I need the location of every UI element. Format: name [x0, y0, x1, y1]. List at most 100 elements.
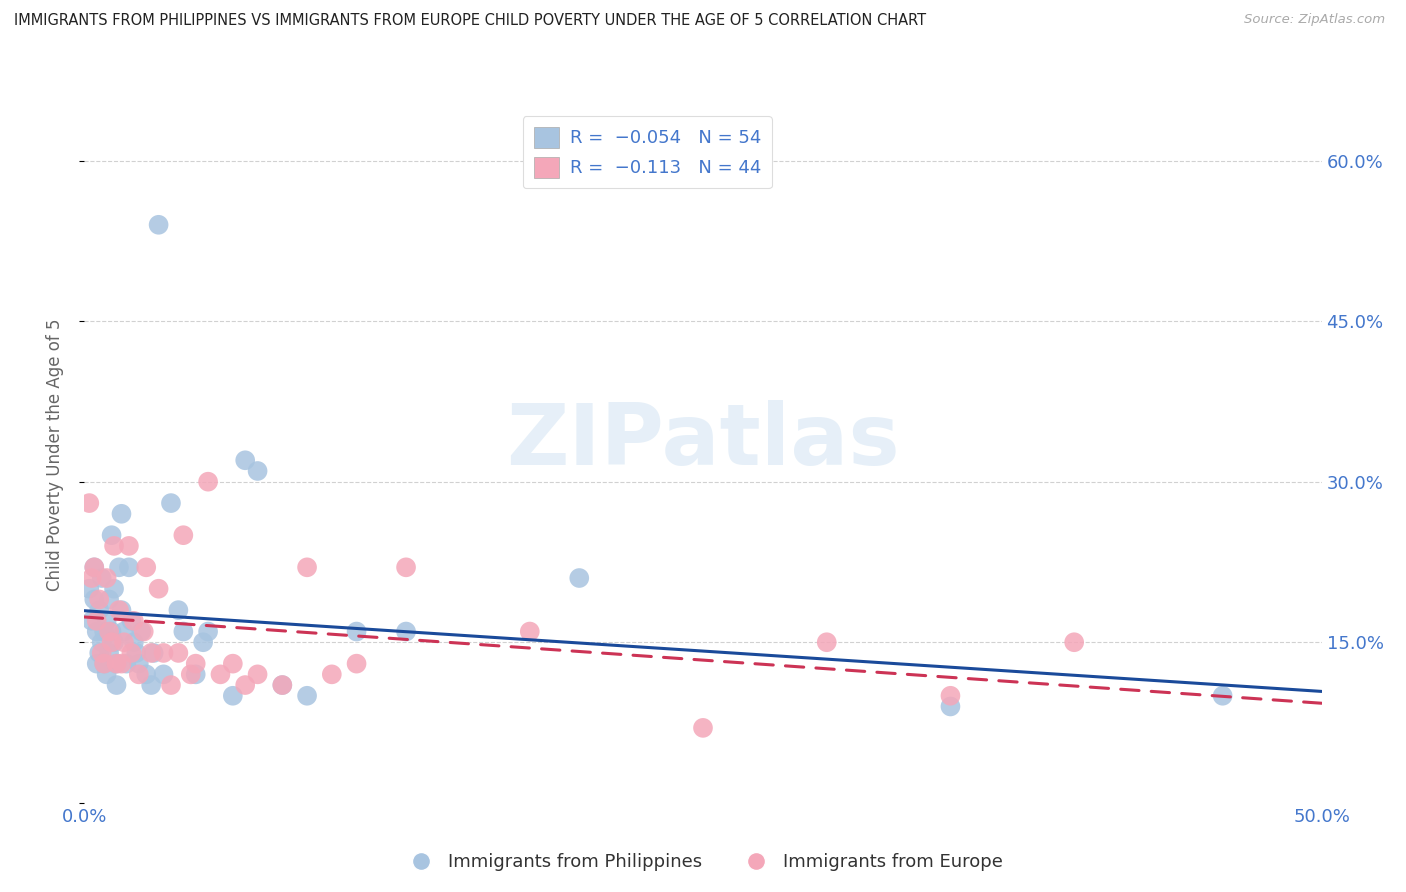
Point	[197, 624, 219, 639]
Point	[103, 539, 125, 553]
Point	[100, 528, 122, 542]
Point	[110, 507, 132, 521]
Point	[271, 678, 294, 692]
Point	[89, 646, 111, 660]
Point	[122, 614, 145, 628]
Legend: Immigrants from Philippines, Immigrants from Europe: Immigrants from Philippines, Immigrants …	[395, 847, 1011, 879]
Point	[132, 624, 155, 639]
Point	[233, 453, 256, 467]
Point	[96, 667, 118, 681]
Point	[122, 635, 145, 649]
Text: IMMIGRANTS FROM PHILIPPINES VS IMMIGRANTS FROM EUROPE CHILD POVERTY UNDER THE AG: IMMIGRANTS FROM PHILIPPINES VS IMMIGRANT…	[14, 13, 927, 29]
Point	[103, 635, 125, 649]
Point	[346, 624, 368, 639]
Point	[160, 496, 183, 510]
Point	[142, 646, 165, 660]
Point	[128, 657, 150, 671]
Point	[86, 657, 108, 671]
Point	[222, 657, 245, 671]
Point	[246, 667, 269, 681]
Text: Source: ZipAtlas.com: Source: ZipAtlas.com	[1244, 13, 1385, 27]
Point	[89, 592, 111, 607]
Point	[167, 603, 190, 617]
Point	[118, 560, 141, 574]
Point	[395, 624, 418, 639]
Point	[160, 678, 183, 692]
Point	[346, 657, 368, 671]
Point	[222, 689, 245, 703]
Point	[148, 218, 170, 232]
Point	[105, 657, 128, 671]
Point	[79, 582, 101, 596]
Point	[120, 614, 142, 628]
Point	[321, 667, 343, 681]
Point	[93, 657, 115, 671]
Point	[815, 635, 838, 649]
Point	[184, 657, 207, 671]
Point	[105, 678, 128, 692]
Text: ZIPatlas: ZIPatlas	[506, 400, 900, 483]
Point	[96, 571, 118, 585]
Point	[191, 635, 214, 649]
Point	[271, 678, 294, 692]
Point	[939, 699, 962, 714]
Point	[90, 571, 112, 585]
Point	[135, 560, 157, 574]
Point	[100, 635, 122, 649]
Point	[1212, 689, 1234, 703]
Point	[100, 624, 122, 639]
Point	[83, 560, 105, 574]
Point	[96, 614, 118, 628]
Point	[295, 689, 318, 703]
Point	[141, 678, 163, 692]
Point	[86, 614, 108, 628]
Point	[246, 464, 269, 478]
Point	[148, 582, 170, 596]
Point	[112, 624, 135, 639]
Point	[98, 592, 121, 607]
Point	[120, 646, 142, 660]
Point	[110, 657, 132, 671]
Point	[197, 475, 219, 489]
Point	[79, 496, 101, 510]
Point	[1063, 635, 1085, 649]
Point	[112, 635, 135, 649]
Point	[519, 624, 541, 639]
Point	[395, 560, 418, 574]
Point	[118, 539, 141, 553]
Point	[115, 657, 138, 671]
Point	[90, 635, 112, 649]
Point	[86, 624, 108, 639]
Point	[93, 624, 115, 639]
Point	[152, 646, 174, 660]
Point	[125, 646, 148, 660]
Point	[939, 689, 962, 703]
Point	[152, 667, 174, 681]
Point	[568, 571, 591, 585]
Point	[89, 603, 111, 617]
Point	[141, 646, 163, 660]
Point	[105, 657, 128, 671]
Legend: R =  −0.054   N = 54, R =  −0.113   N = 44: R = −0.054 N = 54, R = −0.113 N = 44	[523, 116, 772, 188]
Point	[172, 528, 194, 542]
Point	[692, 721, 714, 735]
Point	[108, 560, 131, 574]
Point	[167, 646, 190, 660]
Point	[135, 667, 157, 681]
Point	[98, 646, 121, 660]
Point	[110, 603, 132, 617]
Point	[80, 571, 103, 585]
Point	[129, 624, 152, 639]
Point	[83, 592, 105, 607]
Point	[80, 614, 103, 628]
Point	[233, 678, 256, 692]
Point	[209, 667, 232, 681]
Point	[83, 560, 105, 574]
Point	[184, 667, 207, 681]
Y-axis label: Child Poverty Under the Age of 5: Child Poverty Under the Age of 5	[45, 318, 63, 591]
Point	[93, 657, 115, 671]
Point	[98, 624, 121, 639]
Point	[128, 667, 150, 681]
Point	[108, 603, 131, 617]
Point	[103, 582, 125, 596]
